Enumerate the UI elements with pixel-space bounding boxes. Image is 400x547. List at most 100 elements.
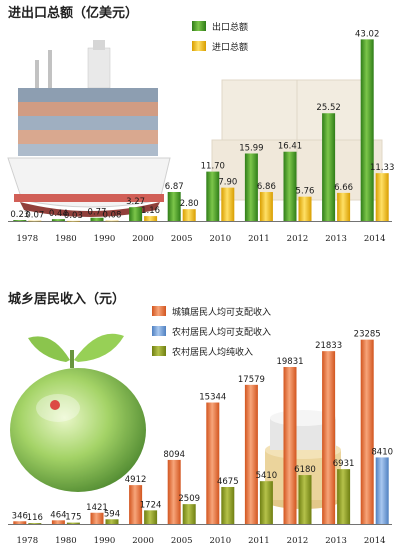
chart1-bar-s0-2011	[244, 153, 258, 221]
chart2-x-tick-2000: 2000	[132, 536, 154, 546]
chart1-data-label-s0-2014: 43.02	[355, 29, 379, 39]
chart2-x-tick-1990: 1990	[94, 536, 116, 546]
chart1-data-label-s1-1978: 0.07	[25, 211, 44, 221]
chart1-data-label-s1-2014: 11.33	[370, 163, 394, 173]
chart1-bar-s1-2013	[337, 192, 351, 221]
chart1-data-label-s0-1978: 0.23	[10, 210, 29, 220]
green-apple-illustration	[10, 333, 146, 492]
chart2-data-label-s0-2013: 21833	[315, 341, 342, 351]
container-boxes-illustration	[211, 79, 383, 201]
chart2-x-tick-2013: 2013	[325, 536, 347, 546]
chart1-plot-area: 0.230.07 0.440.03 0.770.08 3.271.16 6.87 2.80…	[8, 29, 394, 222]
chart2-x-axis: 1978 1980 1990 2000 2005 2010 2011 2012 2013 2014	[16, 536, 385, 546]
chart2-bar-s2-1980	[66, 522, 80, 524]
chart1-x-tick-2000: 2000	[132, 234, 154, 244]
chart1-data-label-s0-1990: 0.77	[88, 208, 107, 218]
chart2-data-label-s2-1980: 175	[65, 513, 81, 523]
chart2-x-tick-1980: 1980	[55, 536, 77, 546]
chart2-data-label-s0-1990: 1421	[86, 503, 108, 513]
chart2-data-label-s2-2012: 6180	[294, 465, 316, 475]
chart2-bar-s1-2014	[375, 457, 389, 524]
chart1-legend-swatch-1	[192, 41, 206, 51]
chart2-bar-s2-1990	[105, 519, 119, 524]
chart2-bar-s0-1978	[13, 521, 27, 524]
chart2-bar-s0-2013	[322, 351, 336, 524]
chart1-bar-s0-2012	[283, 151, 297, 221]
chart1-data-label-s1-2005: 2.80	[180, 199, 199, 209]
cargo-ship-illustration	[7, 40, 171, 217]
chart1-data-label-s0-2012: 16.41	[278, 142, 302, 152]
chart1-x-tick-2005: 2005	[171, 234, 193, 244]
chart2-data-label-s0-2014: 23285	[354, 330, 381, 340]
chart2-bar-s2-2011	[259, 481, 273, 524]
chart1-bar-s1-1980	[66, 220, 80, 222]
chart2-data-label-s1-2014: 8410	[371, 447, 393, 457]
chart2-x-tick-2012: 2012	[287, 536, 309, 546]
chart2-bar-s0-1990	[90, 512, 104, 524]
chart1-data-label-s0-2011: 15.99	[239, 143, 263, 153]
chart1-bar-s1-2012	[298, 196, 312, 221]
chart1-bar-s1-2014	[375, 173, 389, 221]
chart2-bar-s0-1980	[51, 520, 65, 524]
chart2-data-label-s2-1978: 116	[27, 513, 43, 523]
chart1-data-label-s0-2010: 11.70	[201, 162, 225, 172]
chart1-bar-s0-1980	[51, 219, 65, 221]
chart2-data-label-s0-2012: 19831	[276, 357, 303, 367]
chart2-legend-label-0: 城镇居民人均可支配收入	[172, 306, 271, 318]
chart2-bar-s2-1978	[28, 523, 42, 524]
chart1-title: 进出口总额（亿美元）	[8, 6, 139, 21]
chart2-x-tick-2011: 2011	[248, 536, 270, 546]
chart1-legend-label-0: 出口总额	[212, 21, 248, 33]
chart2-bar-s0-2010	[206, 402, 220, 524]
chart1-x-tick-2011: 2011	[248, 234, 270, 244]
chart2-legend-swatch-2	[152, 346, 166, 356]
chart1-data-label-s0-2013: 25.52	[316, 103, 340, 113]
chart1-bar-s1-2010	[221, 187, 235, 221]
chart1-data-label-s1-2012: 5.76	[296, 187, 315, 197]
chart2-bar-s0-2005	[167, 459, 181, 524]
chart2-data-label-s2-2011: 5410	[256, 471, 278, 481]
chart1-bar-s1-2011	[259, 192, 273, 221]
chart1-bar-s1-2005	[182, 209, 196, 221]
chart2-bar-s2-2013	[337, 469, 351, 524]
chart2-x-tick-2014: 2014	[364, 536, 386, 546]
chart2-bar-s2-2005	[182, 504, 196, 524]
chart1-bar-s0-2013	[322, 113, 336, 221]
chart2-data-label-s0-2010: 15344	[199, 393, 226, 403]
chart1-x-axis: 1978 1980 1990 2000 2005 2010 2011 2012 2013 2014	[16, 234, 385, 244]
chart2-title: 城乡居民收入（元）	[8, 292, 126, 307]
chart2-legend-label-2: 农村居民人均纯收入	[172, 346, 253, 358]
chart2-data-label-s2-2005: 2509	[178, 494, 200, 504]
chart1-bar-s0-1978	[13, 220, 27, 221]
chart1-x-tick-1980: 1980	[55, 234, 77, 244]
chart2-legend-label-1: 农村居民人均可支配收入	[172, 326, 271, 338]
chart2-bar-s2-2000	[144, 510, 158, 524]
chart1-bar-s0-1990	[90, 217, 104, 221]
chart2-data-label-s0-2005: 8094	[163, 450, 185, 460]
chart1-bar-s0-2014	[360, 39, 374, 221]
chart2-data-label-s2-1990: 594	[104, 509, 120, 519]
chart1-bar-s0-2010	[206, 171, 220, 221]
chart1-bar-s0-2000	[129, 207, 143, 221]
chart2-x-tick-2005: 2005	[171, 536, 193, 546]
chart2-bar-s2-2010	[221, 486, 235, 524]
chart2-bar-s0-2011	[244, 384, 258, 524]
chart1-data-label-s1-2000: 1.16	[141, 206, 160, 216]
chart1-bar-s1-1990	[105, 220, 119, 222]
chart1-legend-swatch-0	[192, 21, 206, 31]
chart1-data-label-s0-2000: 3.27	[126, 197, 145, 207]
chart1-data-label-s1-2013: 6.66	[334, 183, 353, 193]
chart1-legend-label-1: 进口总额	[212, 41, 248, 53]
chart2-data-label-s0-2011: 17579	[238, 375, 265, 385]
chart2-x-tick-1978: 1978	[16, 536, 38, 546]
chart2-bar-s2-2012	[298, 475, 312, 524]
chart1-x-tick-2013: 2013	[325, 234, 347, 244]
chart1-x-tick-1978: 1978	[16, 234, 38, 244]
chart1-x-tick-2010: 2010	[209, 234, 231, 244]
chart1-data-label-s1-2010: 7.90	[218, 178, 237, 188]
chart2-bar-s0-2012	[283, 367, 297, 524]
chart1-x-tick-2012: 2012	[287, 234, 309, 244]
chart1-bar-s0-2005	[167, 191, 181, 221]
